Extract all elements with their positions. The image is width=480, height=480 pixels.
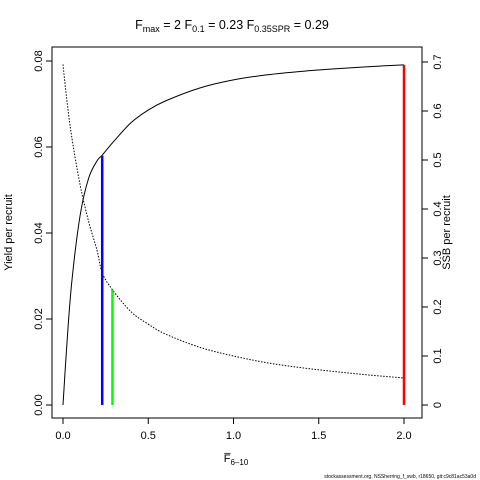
x-tick-label: 0.0 [55, 430, 70, 442]
title-part-main: F [181, 18, 192, 32]
title-part-main: F [243, 18, 254, 32]
reference-lines [100, 64, 406, 405]
y-right-tick-label: 0.5 [432, 152, 444, 167]
title-part-sub: max [143, 24, 161, 34]
x-tick-label: 2.0 [396, 430, 411, 442]
title-part-value: = 0.23 [205, 18, 244, 32]
series-layer [62, 64, 405, 406]
y-axis-right-label: SSB per recruit [441, 195, 453, 270]
plot-frame [51, 46, 423, 419]
y-right-tick-label: 0.4 [432, 201, 444, 216]
y-axis-right: 0 0.1 0.2 0.3 0.4 0.5 0.6 0.7 [422, 54, 444, 408]
title-part-sub: 0.35SPR [254, 24, 291, 34]
chart-title: Fmax = 2 F0.1 = 0.23 F0.35SPR = 0.29 [135, 18, 329, 34]
y-right-tick-label: 0.7 [432, 54, 444, 69]
y-left-tick-label: 0.04 [33, 222, 45, 243]
y-axis-left-label: Yield per recruit [3, 194, 15, 271]
y-left-tick-label: 0.02 [33, 308, 45, 329]
footer-note: stockassessment.org, NSSherring_f_swb, r… [324, 474, 476, 480]
y-right-tick-label: 0.1 [432, 348, 444, 363]
x-tick-label: 1.5 [311, 430, 326, 442]
title-part-value: = 2 [160, 18, 181, 32]
x-label-sub: 6–10 [230, 458, 248, 467]
y-left-tick-label: 0.00 [33, 394, 45, 415]
title-part-sub: 0.1 [192, 24, 205, 34]
x-axis: 0.0 0.5 1.0 1.5 2.0 [55, 418, 412, 442]
ssb-per-recruit-line [62, 64, 405, 379]
y-axis-left: 0.00 0.02 0.04 0.06 0.08 [33, 50, 52, 416]
y-left-tick-label: 0.06 [33, 136, 45, 157]
y-right-tick-label: 0.6 [432, 103, 444, 118]
title-part-main: F [135, 18, 143, 32]
y-right-tick-label: 0.3 [432, 250, 444, 265]
y-right-tick-label: 0.2 [432, 299, 444, 314]
y-left-tick-label: 0.08 [33, 50, 45, 71]
x-tick-label: 0.5 [141, 430, 156, 442]
yield-per-recruit-line [62, 64, 405, 406]
y-right-tick-label: 0 [432, 402, 444, 408]
x-axis-label: F̅6–10 [223, 453, 248, 467]
title-part-value: = 0.29 [290, 18, 329, 32]
x-label-main: F̅ [223, 453, 231, 465]
x-tick-label: 1.0 [226, 430, 241, 442]
